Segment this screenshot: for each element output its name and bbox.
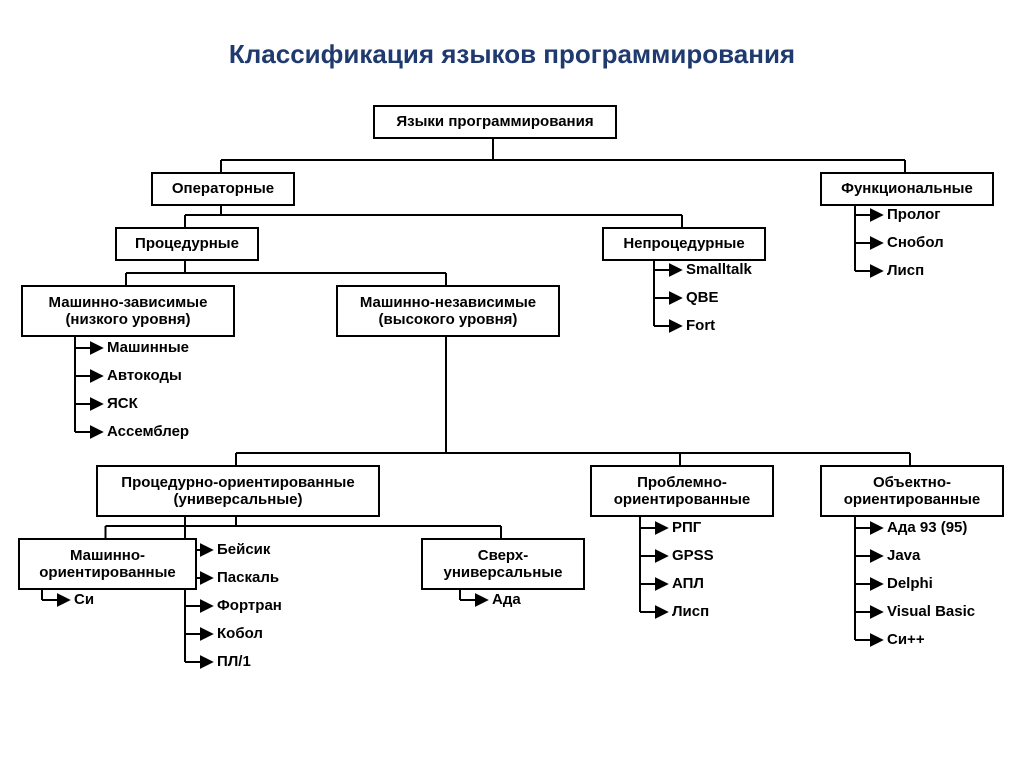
leaf-problem_leaves-3: Лисп	[672, 603, 709, 620]
leaf-func_leaves-2: Лисп	[887, 262, 924, 279]
node-procuni: Процедурно-ориентированные(универсальные…	[96, 465, 380, 517]
leaf-object_leaves-3: Visual Basic	[887, 603, 975, 620]
node-machori: Машинно-ориентированные	[18, 538, 197, 590]
leaf-problem_leaves-0: РПГ	[672, 519, 701, 536]
node-func: Функциональные	[820, 172, 994, 206]
node-nonproc: Непроцедурные	[602, 227, 766, 261]
leaf-procuni_leaves-2: Фортран	[217, 597, 282, 614]
leaf-machdep_leaves-2: ЯСК	[107, 395, 138, 412]
leaf-object_leaves-0: Ада 93 (95)	[887, 519, 967, 536]
leaf-machdep_leaves-0: Машинные	[107, 339, 189, 356]
leaf-object_leaves-2: Delphi	[887, 575, 933, 592]
leaf-problem_leaves-1: GPSS	[672, 547, 714, 564]
node-root: Языки программирования	[373, 105, 617, 139]
leaf-procuni_leaves-3: Кобол	[217, 625, 263, 642]
leaf-machdep_leaves-1: Автокоды	[107, 367, 182, 384]
leaf-procuni_leaves-1: Паскаль	[217, 569, 279, 586]
leaf-func_leaves-1: Снобол	[887, 234, 944, 251]
node-super: Сверх-универсальные	[421, 538, 585, 590]
leaf-procuni_leaves-4: ПЛ/1	[217, 653, 251, 670]
leaf-nonproc_leaves-0: Smalltalk	[686, 261, 752, 278]
leaf-nonproc_leaves-2: Fort	[686, 317, 715, 334]
node-object: Объектно-ориентированные	[820, 465, 1004, 517]
node-machindep: Машинно-независимые(высокого уровня)	[336, 285, 560, 337]
leaf-machori_leaves-0: Си	[74, 591, 94, 608]
node-proc: Процедурные	[115, 227, 259, 261]
node-oper: Операторные	[151, 172, 295, 206]
leaf-func_leaves-0: Пролог	[887, 206, 940, 223]
node-problem: Проблемно-ориентированные	[590, 465, 774, 517]
leaf-procuni_leaves-0: Бейсик	[217, 541, 270, 558]
node-machdep: Машинно-зависимые(низкого уровня)	[21, 285, 235, 337]
leaf-problem_leaves-2: АПЛ	[672, 575, 704, 592]
leaf-object_leaves-4: Си++	[887, 631, 925, 648]
leaf-super_leaves-0: Ада	[492, 591, 521, 608]
leaf-object_leaves-1: Java	[887, 547, 920, 564]
leaf-machdep_leaves-3: Ассемблер	[107, 423, 189, 440]
leaf-nonproc_leaves-1: QBE	[686, 289, 719, 306]
diagram-page: { "canvas": { "width": 1024, "height": 7…	[0, 0, 1024, 767]
